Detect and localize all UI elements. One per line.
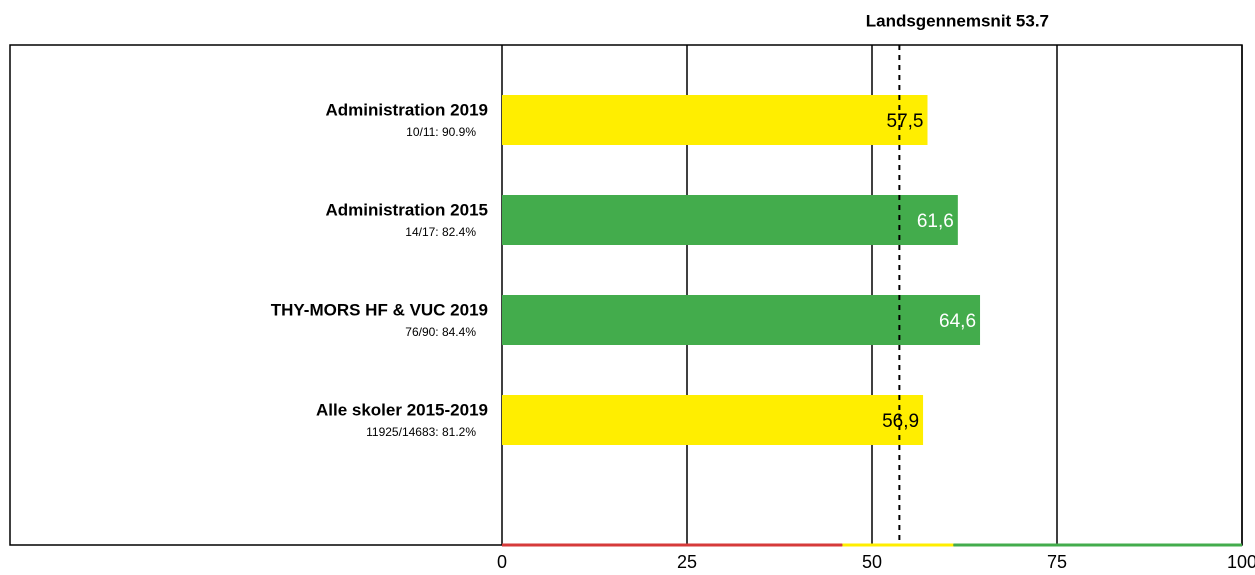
category-label: THY-MORS HF & VUC 2019: [271, 300, 488, 319]
reference-label: Landsgennemsnit 53.7: [866, 11, 1049, 30]
category-label: Alle skoler 2015-2019: [316, 400, 488, 419]
category-label: Administration 2019: [326, 100, 489, 119]
category-sublabel: 10/11: 90.9%: [406, 125, 476, 139]
value-label: 57,5: [887, 111, 924, 132]
value-label: 64,6: [939, 311, 976, 332]
category-label: Administration 2015: [326, 200, 489, 219]
bar: [502, 295, 981, 345]
x-tick-label: 25: [677, 552, 697, 572]
x-tick-label: 0: [497, 552, 507, 572]
bar: [502, 95, 928, 145]
bar: [502, 395, 924, 445]
value-label: 56,9: [882, 411, 919, 432]
bar: [502, 195, 958, 245]
value-label: 61,6: [917, 211, 954, 232]
x-tick-label: 100: [1227, 552, 1255, 572]
category-sublabel: 11925/14683: 81.2%: [366, 425, 476, 439]
x-tick-label: 50: [862, 552, 882, 572]
x-tick-label: 75: [1047, 552, 1067, 572]
category-sublabel: 76/90: 84.4%: [405, 325, 476, 339]
category-sublabel: 14/17: 82.4%: [405, 225, 476, 239]
